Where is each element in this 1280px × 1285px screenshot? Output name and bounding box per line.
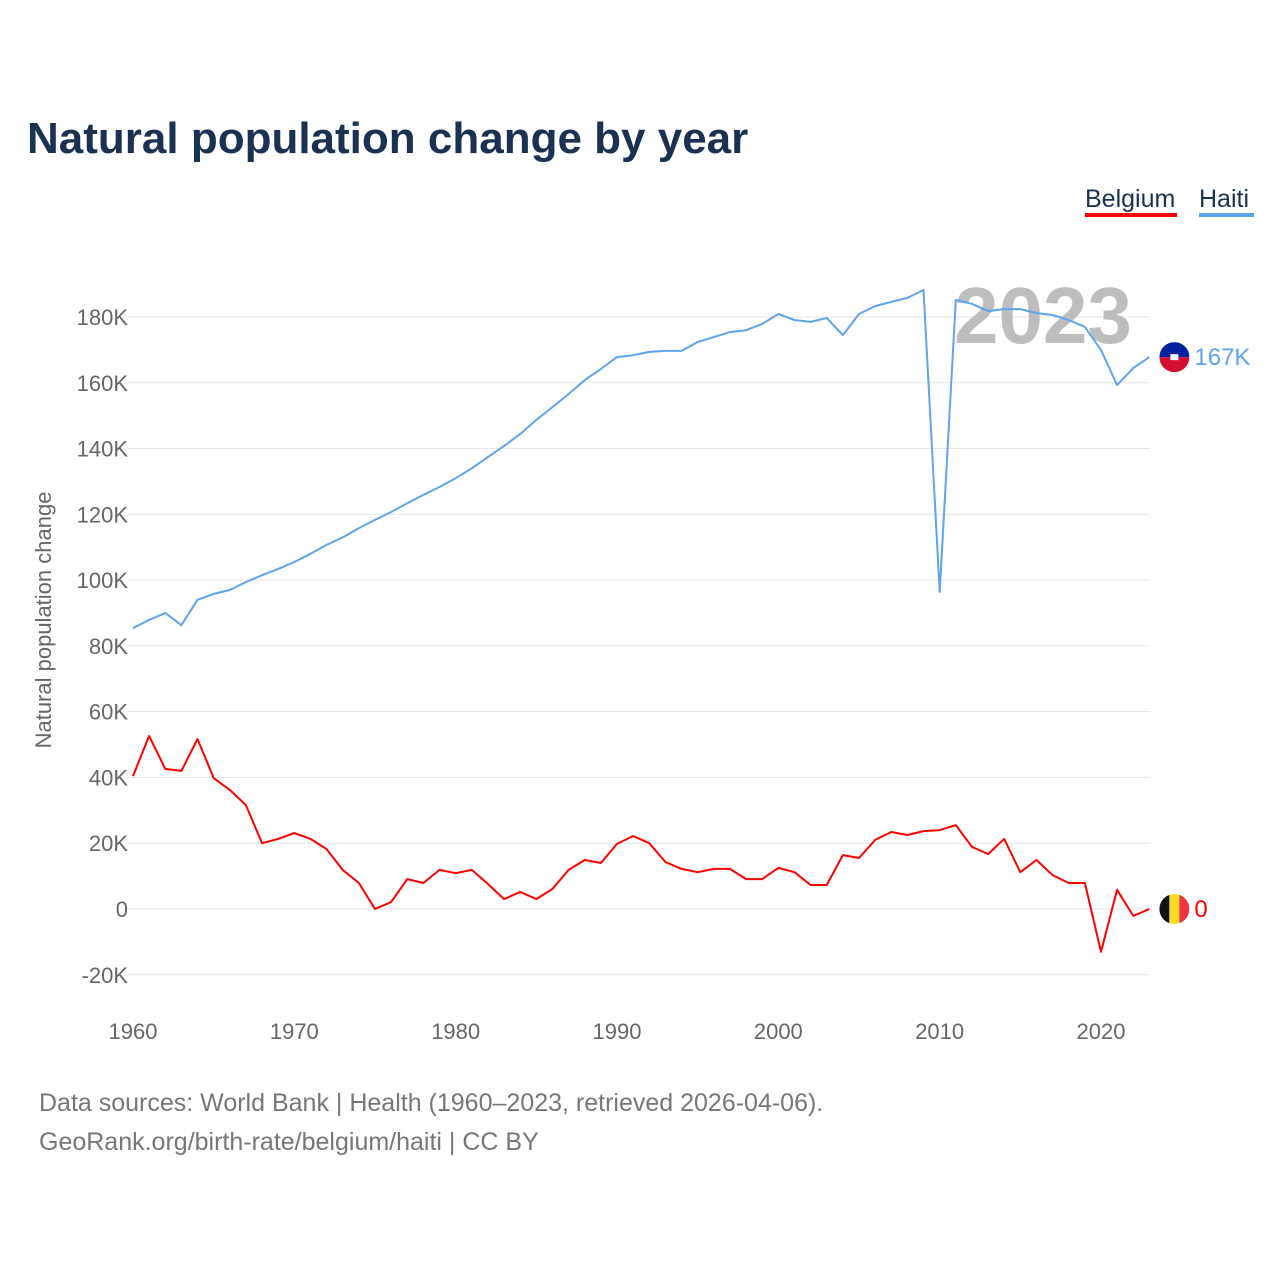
series-end-markers: 0 167K	[1159, 342, 1250, 924]
legend-label-haiti[interactable]: Haiti	[1199, 185, 1249, 213]
flag-belgium-icon	[1159, 894, 1190, 924]
x-tick-label: 2000	[754, 1019, 803, 1044]
end-label-haiti: 167K	[1194, 344, 1250, 371]
legend-item-belgium[interactable]: Belgium	[1085, 185, 1177, 217]
legend-swatch-haiti	[1199, 213, 1254, 217]
year-watermark: 2023	[954, 271, 1132, 360]
x-tick-label: 1960	[109, 1019, 158, 1044]
y-tick-label: 160K	[77, 371, 129, 396]
x-tick-label: 2010	[915, 1019, 964, 1044]
y-tick-label: 0	[116, 897, 128, 922]
gridlines	[128, 316, 1150, 976]
x-tick-label: 2020	[1077, 1019, 1126, 1044]
y-tick-label: 100K	[77, 568, 129, 593]
series-lines	[132, 289, 1150, 953]
legend-item-haiti[interactable]: Haiti	[1199, 185, 1254, 217]
series-line-belgium	[132, 735, 1150, 953]
series-line-haiti	[132, 289, 1150, 629]
x-tick-label: 1990	[593, 1019, 642, 1044]
chart-title: Natural population change by year	[27, 114, 748, 163]
flag-haiti-icon	[1159, 342, 1190, 373]
y-tick-label: 40K	[89, 765, 128, 790]
y-tick-label: -20K	[82, 963, 129, 988]
x-axis-ticks: 1960 1970 1980 1990 2000 2010 2020	[109, 1019, 1126, 1044]
y-tick-label: 120K	[77, 502, 129, 527]
legend-swatch-belgium	[1085, 213, 1177, 217]
footer-link[interactable]: GeoRank.org/birth-rate/belgium/haiti | C…	[39, 1128, 539, 1156]
y-axis-label: Natural population change	[31, 492, 56, 749]
y-axis-ticks: -20K 0 20K 40K 60K 80K 100K 120K 140K 160K 180K	[77, 305, 129, 988]
y-tick-label: 60K	[89, 700, 128, 725]
y-tick-label: 20K	[89, 831, 128, 856]
y-tick-label: 80K	[89, 634, 128, 659]
y-tick-label: 180K	[77, 305, 129, 330]
end-label-belgium: 0	[1194, 896, 1207, 923]
legend: Belgium Haiti	[1085, 185, 1254, 217]
legend-label-belgium[interactable]: Belgium	[1085, 185, 1175, 213]
footer-sources: Data sources: World Bank | Health (1960–…	[39, 1089, 823, 1117]
x-tick-label: 1970	[270, 1019, 319, 1044]
y-tick-label: 140K	[77, 437, 129, 462]
x-tick-label: 1980	[431, 1019, 480, 1044]
